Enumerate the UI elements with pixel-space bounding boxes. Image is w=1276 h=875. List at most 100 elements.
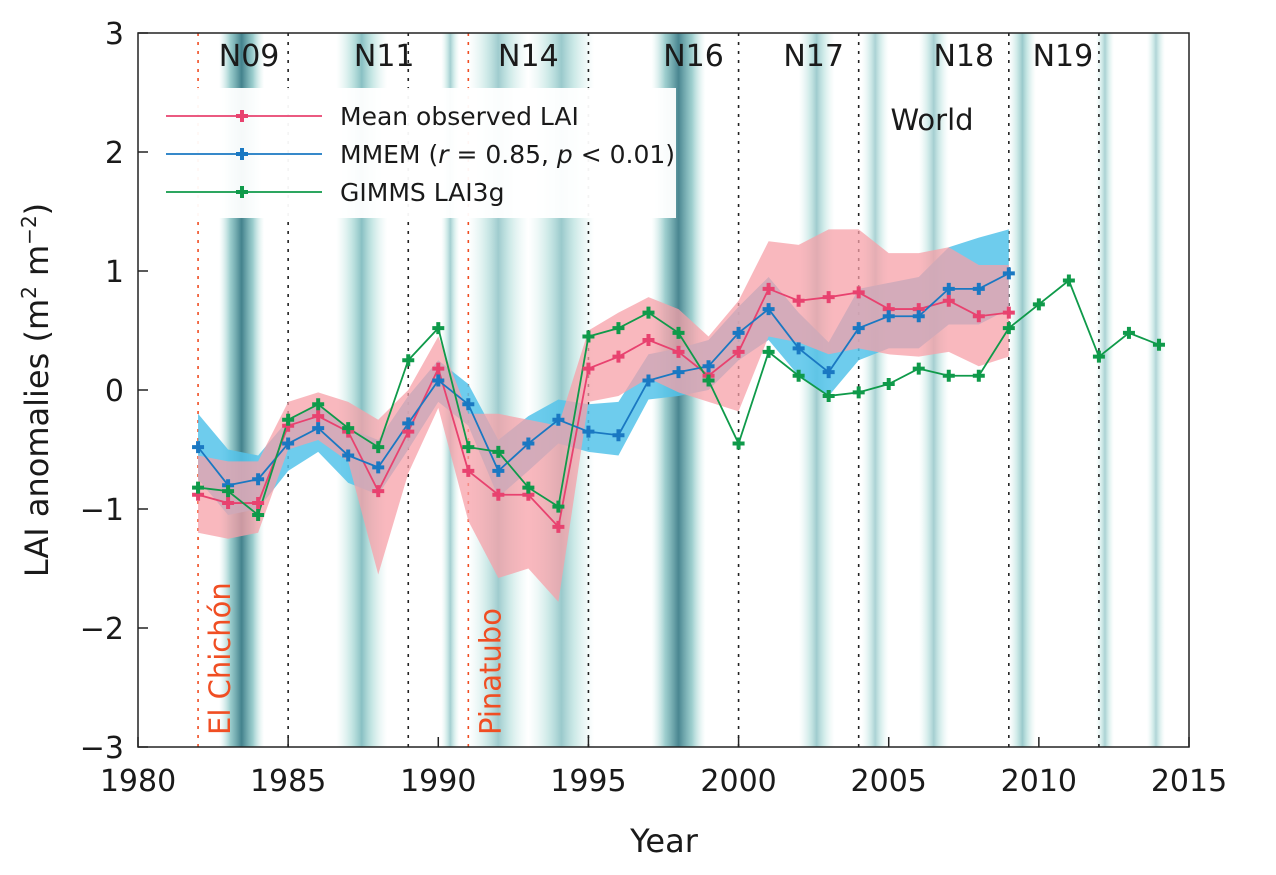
- data-point: [792, 369, 805, 382]
- data-point: [222, 485, 235, 498]
- data-point: [642, 334, 655, 347]
- data-point: [282, 413, 295, 426]
- legend-item-mean-observed: Mean observed LAI: [166, 102, 579, 131]
- data-point: [672, 366, 685, 379]
- data-point: [792, 342, 805, 355]
- data-point: [1122, 326, 1135, 339]
- series-line: [197, 287, 1009, 529]
- shading-band: [1095, 33, 1114, 747]
- y-tick-label: 0: [105, 374, 124, 409]
- data-point: [732, 326, 745, 339]
- x-tick-label: 1985: [250, 764, 326, 799]
- y-tick-label: 2: [105, 136, 124, 171]
- x-tick-label: 1980: [100, 764, 176, 799]
- x-tick-label: 1995: [550, 764, 626, 799]
- satellite-label: N11: [354, 39, 415, 74]
- data-point: [642, 374, 655, 387]
- data-point: [852, 386, 865, 399]
- data-point: [312, 398, 325, 411]
- y-tick-label: −1: [80, 493, 124, 528]
- data-point: [672, 345, 685, 358]
- data-point: [342, 422, 355, 435]
- data-point: [492, 464, 505, 477]
- data-point: [342, 449, 355, 462]
- data-point: [552, 520, 565, 533]
- y-tick-label: 1: [105, 255, 124, 290]
- data-point: [552, 500, 565, 513]
- data-point: [402, 417, 415, 430]
- data-point: [972, 282, 985, 295]
- data-point: [612, 322, 625, 335]
- data-point: [762, 282, 775, 295]
- data-point: [972, 310, 985, 323]
- data-point: [1062, 274, 1075, 287]
- y-tick-label: −2: [80, 612, 124, 647]
- data-point: [522, 481, 535, 494]
- data-point: [942, 369, 955, 382]
- satellite-label: N14: [498, 39, 559, 74]
- data-point: [702, 374, 715, 387]
- x-tick-label: 2005: [851, 764, 927, 799]
- data-point: [1092, 350, 1105, 363]
- data-point: [702, 360, 715, 373]
- data-point: [492, 445, 505, 458]
- svg-text:MMEM (r = 0.85, p < 0.01): MMEM (r = 0.85, p < 0.01): [340, 140, 675, 169]
- data-point: [762, 345, 775, 358]
- data-point: [402, 354, 415, 367]
- volcano-labels: El Chichón Pinatubo: [203, 582, 507, 735]
- data-point: [582, 425, 595, 438]
- data-point: [432, 362, 445, 375]
- data-point: [462, 464, 475, 477]
- data-point: [192, 441, 205, 454]
- data-point: [612, 350, 625, 363]
- data-point: [192, 481, 205, 494]
- data-point: [672, 326, 685, 339]
- volcano-label: Pinatubo: [473, 608, 507, 735]
- x-tick-label: 2015: [1151, 764, 1227, 799]
- data-point: [252, 508, 265, 521]
- data-point: [372, 461, 385, 474]
- satellite-label: N09: [219, 39, 280, 74]
- data-point: [372, 485, 385, 498]
- satellite-label: N17: [783, 39, 844, 74]
- shading-band: [1146, 33, 1165, 747]
- y-axis-ticks: 3 2 1 0 −1 −2 −3: [80, 17, 148, 766]
- data-point: [582, 362, 595, 375]
- data-point: [882, 378, 895, 391]
- legend-item-mmem: MMEM (r = 0.85, p < 0.01): [166, 140, 675, 169]
- data-point: [942, 282, 955, 295]
- satellite-labels: N09 N11 N14 N16 N17 N18 N19: [219, 39, 1093, 74]
- volcano-label: El Chichón: [203, 582, 237, 735]
- data-point: [312, 410, 325, 423]
- data-point: [1002, 322, 1015, 335]
- data-point: [1152, 338, 1165, 351]
- series-markers: [192, 267, 1165, 533]
- uncertainty-band: [198, 229, 1009, 602]
- data-point: [1002, 306, 1015, 319]
- data-point: [282, 437, 295, 450]
- data-point: [1002, 267, 1015, 280]
- data-point: [642, 306, 655, 319]
- uncertainty-envelopes: [198, 229, 1009, 602]
- data-point: [612, 429, 625, 442]
- data-point: [1032, 298, 1045, 311]
- satellite-label: N19: [1033, 39, 1094, 74]
- data-point: [852, 322, 865, 335]
- x-tick-label: 2010: [1001, 764, 1077, 799]
- data-point: [792, 294, 805, 307]
- shading-band: [1008, 33, 1036, 747]
- x-tick-label: 1990: [400, 764, 476, 799]
- data-point: [252, 497, 265, 510]
- data-point: [252, 473, 265, 486]
- y-tick-label: 3: [105, 17, 124, 52]
- series-line: [197, 272, 1010, 487]
- data-point: [312, 422, 325, 435]
- legend: Mean observed LAI MMEM (r = 0.85, p < 0.…: [156, 88, 676, 218]
- data-point: [822, 291, 835, 304]
- svg-text:GIMMS LAI3g: GIMMS LAI3g: [340, 178, 504, 207]
- legend-item-gimms: GIMMS LAI3g: [166, 178, 504, 207]
- data-point: [732, 345, 745, 358]
- data-point: [432, 322, 445, 335]
- svg-text:Mean observed LAI: Mean observed LAI: [340, 102, 579, 131]
